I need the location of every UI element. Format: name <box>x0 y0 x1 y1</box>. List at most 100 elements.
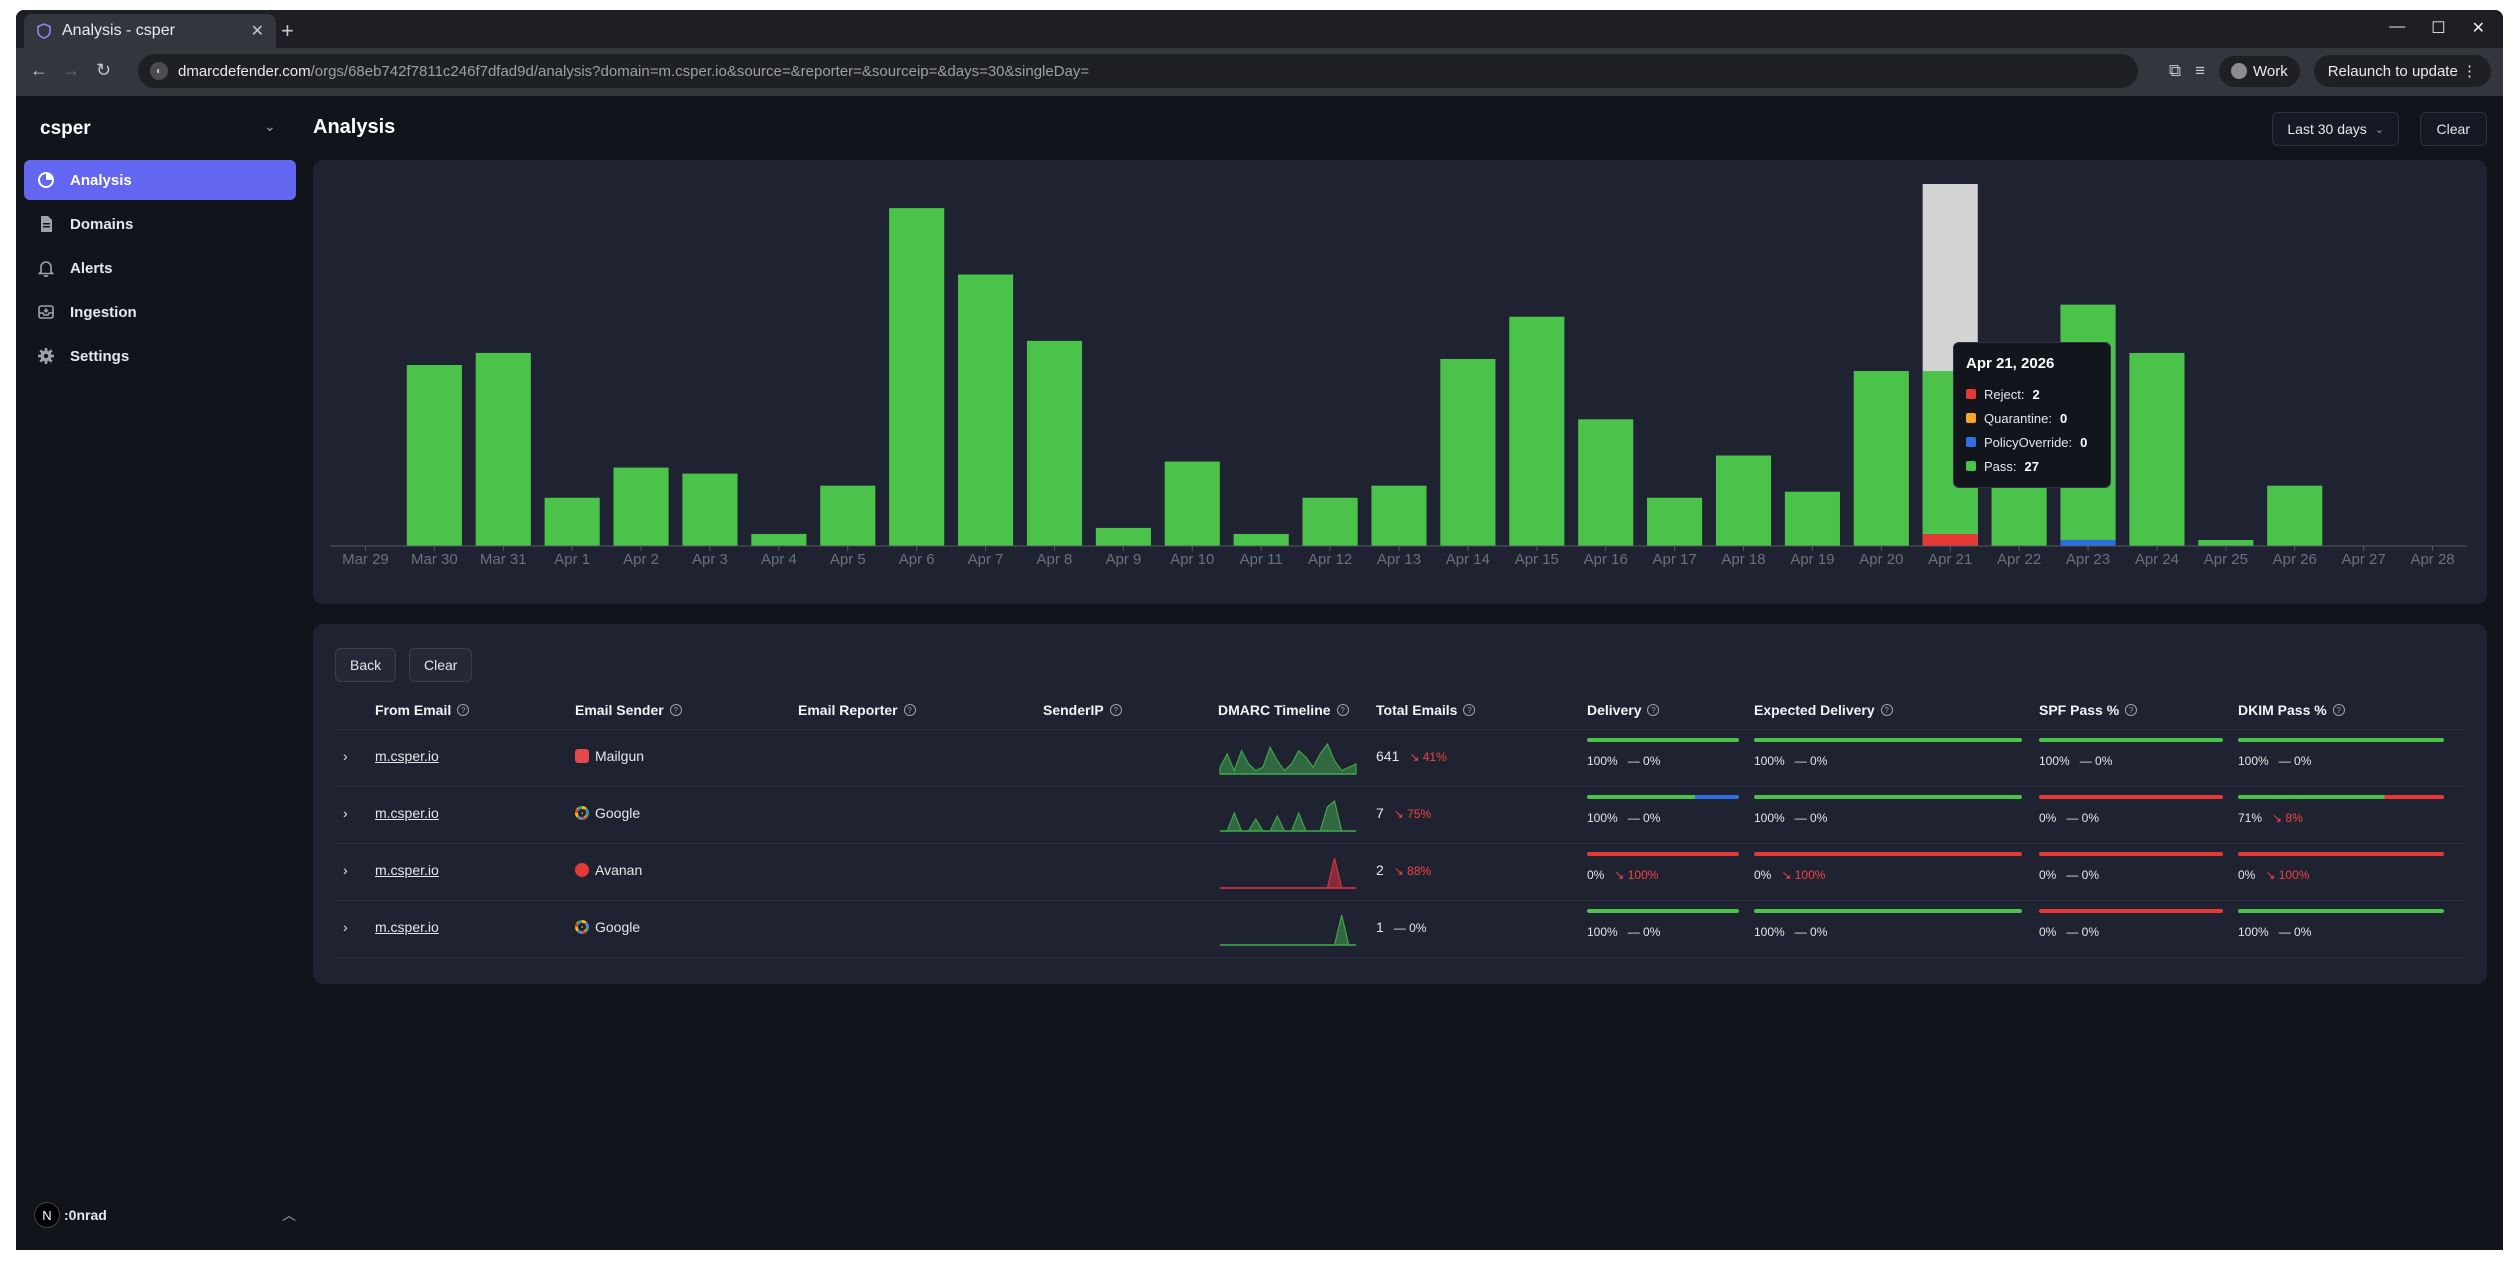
bar-pass[interactable] <box>958 274 1014 547</box>
bar-pass[interactable] <box>889 208 945 546</box>
help-icon[interactable]: ? <box>2125 704 2138 716</box>
new-tab-icon[interactable]: + <box>281 18 294 43</box>
bar-pass[interactable] <box>751 533 807 546</box>
bar-pass[interactable] <box>613 467 669 546</box>
table-row[interactable]: › m.csper.io Mailgun 641 ↘ 41% 100% — 0% 100% — … <box>335 730 2465 787</box>
help-icon[interactable]: ? <box>1463 704 1476 716</box>
bar-pass[interactable] <box>406 365 462 546</box>
bar-pass[interactable] <box>1233 533 1289 546</box>
from-email-link[interactable]: m.csper.io <box>375 862 439 878</box>
expand-row-icon[interactable]: › <box>343 919 348 935</box>
help-icon[interactable]: ? <box>1880 704 1893 716</box>
address-bar[interactable]: ◐ dmarcdefender.com/orgs/68eb742f7811c24… <box>138 54 2138 88</box>
sidebar-item-settings[interactable]: Settings <box>24 336 296 376</box>
bar-pass[interactable] <box>2267 485 2323 546</box>
column-header[interactable]: Delivery? <box>1587 702 1660 718</box>
sidebar-item-alerts[interactable]: Alerts <box>24 248 296 288</box>
bar-pass[interactable] <box>1095 527 1151 546</box>
table-row[interactable]: › m.csper.io Avanan 2 ↘ 88% 0% ↘ 100% 0% ↘ 100% 0… <box>335 844 2465 901</box>
column-header[interactable]: From Email? <box>375 702 470 718</box>
column-header[interactable]: DKIM Pass %? <box>2238 702 2345 718</box>
column-header[interactable]: SenderIP? <box>1043 702 1122 718</box>
reload-icon[interactable]: ↻ <box>96 60 112 80</box>
column-header[interactable]: Email Reporter? <box>798 702 916 718</box>
from-email-link[interactable]: m.csper.io <box>375 919 439 935</box>
expand-row-icon[interactable]: › <box>343 805 348 821</box>
dkim-cell: 0% ↘ 100% <box>2238 868 2309 882</box>
forward-arrow-icon[interactable]: → <box>62 60 80 80</box>
help-icon[interactable]: ? <box>903 704 916 716</box>
sidebar-item-domains[interactable]: Domains <box>24 204 296 244</box>
bar-pass[interactable] <box>1784 491 1840 546</box>
x-tick-label: Apr 24 <box>2135 551 2179 568</box>
bar-reject[interactable] <box>1922 533 1978 546</box>
back-button[interactable]: Back <box>335 648 397 682</box>
from-email-link[interactable]: m.csper.io <box>375 748 439 764</box>
bar-pass[interactable] <box>475 352 531 546</box>
date-range-select[interactable]: Last 30 days ⌄ <box>2272 112 2399 146</box>
sidebar-item-ingestion[interactable]: Ingestion <box>24 292 296 332</box>
profile-button[interactable]: Work <box>2218 55 2300 87</box>
bar-pass[interactable] <box>2129 352 2185 546</box>
bar-pass[interactable] <box>544 497 600 546</box>
x-tick-label: Mar 30 <box>411 551 458 568</box>
sidebar-item-analysis[interactable]: Analysis <box>24 160 296 200</box>
table-row[interactable]: › m.csper.io Google 1— 0% 100% — 0% 100% — 0% 0%… <box>335 901 2465 958</box>
bar-pass[interactable] <box>1026 340 1083 546</box>
bar-pass[interactable] <box>1715 455 1772 547</box>
bar-pass[interactable] <box>1578 419 1634 546</box>
bar-pass[interactable] <box>1440 358 1496 546</box>
browser-tab[interactable]: Analysis - csper ✕ <box>24 14 276 48</box>
maximize-icon[interactable]: ☐ <box>2431 20 2446 37</box>
clear-filters-button[interactable]: Clear <box>2419 112 2487 146</box>
table-row[interactable]: › m.csper.io Google 7 ↘ 75% 100% — 0% 100% — 0% 0… <box>335 787 2465 844</box>
help-icon[interactable]: ? <box>1109 704 1122 716</box>
delivery-bar <box>1587 738 1739 742</box>
expand-row-icon[interactable]: › <box>343 748 348 764</box>
dmarc-bar-chart[interactable]: Mar 29 Mar 30 Mar 31 Apr 1 Apr 2 Apr 3 Apr 4 Ap… <box>313 160 2487 604</box>
bar-pass[interactable] <box>1509 316 1565 546</box>
column-header[interactable]: DMARC Timeline? <box>1218 702 1349 718</box>
column-header[interactable]: Total Emails? <box>1376 702 1476 718</box>
clear-button[interactable]: Clear <box>409 648 473 682</box>
column-header[interactable]: Expected Delivery? <box>1754 702 1893 718</box>
bar-pass[interactable] <box>1302 497 1358 546</box>
media-control-icon[interactable]: ≡ <box>2195 61 2205 80</box>
help-icon[interactable]: ? <box>669 704 682 716</box>
sidebar-item-label: Analysis <box>70 171 132 189</box>
close-window-icon[interactable]: ✕ <box>2471 20 2485 37</box>
help-icon[interactable]: ? <box>457 704 470 716</box>
chevron-down-icon[interactable]: ⌄ <box>264 118 276 134</box>
x-tick-label: Apr 3 <box>692 551 728 568</box>
from-email-link[interactable]: m.csper.io <box>375 805 439 821</box>
org-name[interactable]: csper <box>40 118 91 139</box>
x-tick-label: Apr 20 <box>1859 551 1903 568</box>
minimize-icon[interactable]: — <box>2389 18 2406 35</box>
column-header[interactable]: Email Sender? <box>575 702 682 718</box>
bar-pass[interactable] <box>682 473 738 546</box>
help-icon[interactable]: ? <box>1647 704 1660 716</box>
relaunch-button[interactable]: Relaunch to update ⋮ <box>2313 55 2491 87</box>
spf-cell: 100% — 0% <box>2039 754 2112 768</box>
help-icon[interactable]: ? <box>2332 704 2345 716</box>
back-arrow-icon[interactable]: ← <box>30 60 48 80</box>
x-tick-label: Apr 1 <box>554 551 590 568</box>
user-menu[interactable]: N :0nrad ︿ <box>34 1200 296 1230</box>
bar-pass[interactable] <box>1164 461 1220 546</box>
bar-pass[interactable] <box>1647 497 1703 546</box>
chevron-up-icon[interactable]: ︿ <box>282 1207 296 1223</box>
expand-row-icon[interactable]: › <box>343 862 348 878</box>
help-icon[interactable]: ? <box>1336 704 1349 716</box>
column-header[interactable]: SPF Pass %? <box>2039 702 2138 718</box>
close-tab-icon[interactable]: ✕ <box>250 23 264 40</box>
extensions-icon[interactable]: ⧉ <box>2168 61 2182 80</box>
bar-pass[interactable] <box>2198 539 2254 546</box>
sender-name: Mailgun <box>595 748 645 764</box>
column-label: Expected Delivery <box>1754 702 1875 718</box>
bar-policyoverride[interactable] <box>2060 539 2116 546</box>
pie-chart-icon <box>36 170 56 190</box>
bar-pass[interactable] <box>820 485 876 546</box>
bar-pass[interactable] <box>1371 485 1427 546</box>
site-info-icon[interactable]: ◐ <box>150 62 168 80</box>
bar-pass[interactable] <box>1853 371 1909 546</box>
